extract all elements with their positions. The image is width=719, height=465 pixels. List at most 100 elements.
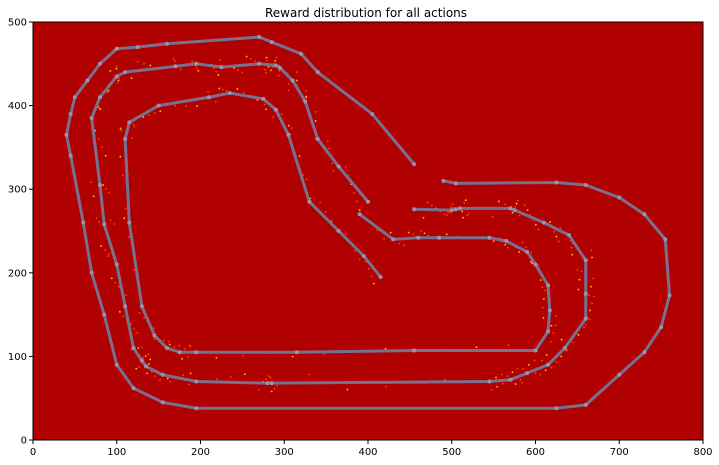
reward-point <box>128 235 131 238</box>
track-center-waypoint <box>160 372 165 377</box>
reward-point <box>354 250 356 252</box>
reward-point <box>264 71 267 74</box>
reward-point <box>466 214 469 217</box>
track-inner-waypoint <box>412 348 417 353</box>
reward-point <box>143 62 145 65</box>
track-center-waypoint <box>546 362 551 367</box>
track-inner-waypoint <box>391 237 396 242</box>
reward-point <box>271 66 274 69</box>
y-tick-label: 200 <box>8 268 27 279</box>
reward-point <box>372 282 375 285</box>
reward-point <box>583 326 585 329</box>
reward-point <box>422 216 425 219</box>
reward-point <box>578 278 581 281</box>
track-inner-waypoint <box>416 235 421 240</box>
track-outer-waypoint <box>412 162 417 167</box>
reward-point <box>197 69 200 72</box>
reward-point <box>138 365 140 368</box>
track-outer-waypoint <box>554 406 559 411</box>
reward-point <box>358 258 361 261</box>
reward-point <box>149 358 152 361</box>
x-tick-label: 500 <box>442 447 461 458</box>
track-outer-waypoint <box>441 178 446 183</box>
reward-point <box>92 195 95 198</box>
track-inner-waypoint <box>546 329 551 334</box>
reward-point <box>215 70 218 73</box>
track-center-waypoint <box>508 206 513 211</box>
track-outer-waypoint <box>554 180 559 185</box>
track-center-waypoint <box>508 377 513 382</box>
x-axis: 0 100 200 300 400 500 600 700 800 <box>30 440 713 458</box>
reward-point <box>539 373 541 376</box>
reward-point <box>148 114 150 116</box>
reward-point <box>384 347 387 350</box>
track-outer-waypoint <box>659 325 664 330</box>
reward-point <box>557 240 560 243</box>
reward-point <box>140 346 143 349</box>
reward-point <box>328 147 331 150</box>
reward-point <box>591 256 593 259</box>
reward-point <box>358 209 361 212</box>
reward-point <box>383 237 385 240</box>
reward-point <box>213 67 216 70</box>
reward-point <box>523 204 526 207</box>
reward-point <box>181 358 183 360</box>
reward-point <box>287 83 290 85</box>
reward-point <box>196 67 198 70</box>
reward-point <box>331 162 333 165</box>
reward-point <box>174 60 176 63</box>
reward-point <box>241 71 244 74</box>
track-outer-waypoint <box>269 40 274 45</box>
reward-point <box>124 207 127 210</box>
reward-point <box>570 246 573 249</box>
reward-point <box>272 116 275 119</box>
x-tick-label: 400 <box>358 447 377 458</box>
reward-point <box>591 302 593 305</box>
reward-point <box>305 178 308 181</box>
reward-point <box>196 105 199 107</box>
reward-point <box>490 388 493 391</box>
reward-point <box>256 99 259 101</box>
reward-point <box>138 312 141 314</box>
reward-point <box>555 235 558 238</box>
track-center-waypoint <box>278 65 283 70</box>
heatmap-background <box>33 22 703 440</box>
track-inner-waypoint <box>152 333 157 338</box>
track-center-line <box>90 62 588 385</box>
reward-point <box>107 255 110 257</box>
reward-point <box>305 90 308 92</box>
track-inner-waypoint <box>294 350 299 355</box>
reward-point <box>118 77 121 80</box>
reward-point <box>179 68 182 70</box>
reward-point <box>530 251 533 254</box>
reward-point <box>461 210 464 213</box>
reward-point <box>142 356 144 359</box>
reward-point <box>163 339 165 342</box>
reward-point <box>344 166 347 168</box>
reward-point <box>506 246 509 249</box>
reward-point <box>290 127 293 130</box>
reward-point <box>189 372 192 375</box>
reward-point <box>295 71 298 74</box>
reward-point <box>531 262 534 265</box>
reward-point <box>571 253 574 256</box>
track-outer-waypoint <box>663 237 668 242</box>
track-center-waypoint <box>366 199 370 204</box>
track-center-waypoint <box>139 358 144 363</box>
reward-point <box>305 95 308 98</box>
reward-point <box>447 211 450 214</box>
reward-point <box>550 366 553 369</box>
track-outer-waypoint <box>370 111 375 116</box>
reward-point <box>515 202 518 205</box>
reward-point <box>245 55 248 58</box>
reward-point <box>555 361 558 363</box>
reward-point <box>275 56 278 59</box>
reward-point <box>451 203 454 206</box>
reward-point <box>109 219 112 222</box>
reward-point <box>168 343 171 346</box>
reward-point <box>173 345 176 348</box>
reward-point <box>147 363 150 365</box>
track-center-waypoint <box>458 206 463 211</box>
reward-point <box>525 246 528 249</box>
track-inner-waypoint <box>286 132 291 137</box>
